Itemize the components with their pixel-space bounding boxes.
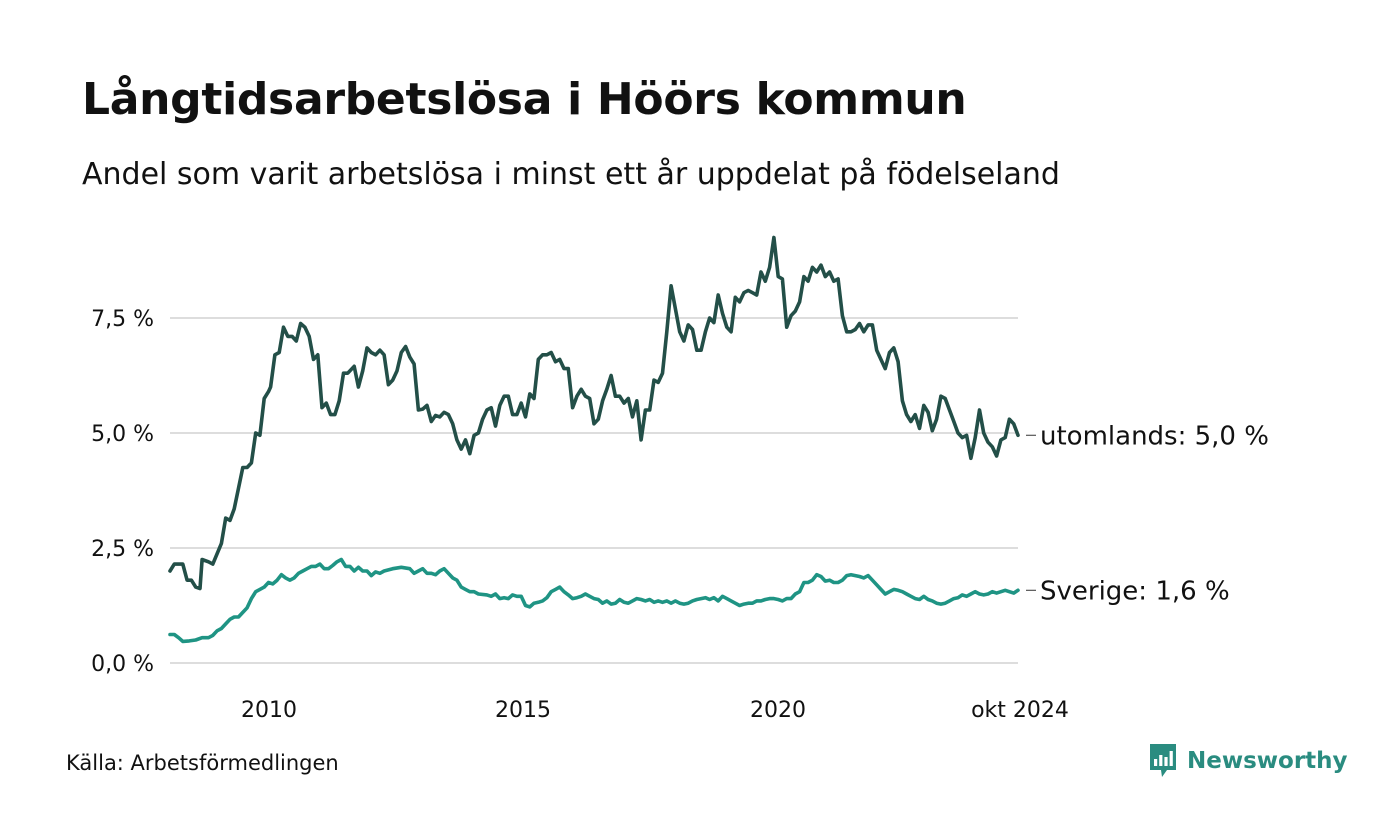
- y-tick-label: 5,0 %: [91, 422, 154, 447]
- newsworthy-logo-icon: [1150, 744, 1176, 777]
- source-note: Källa: Arbetsförmedlingen: [66, 751, 339, 775]
- series-line-utomlands: [168, 235, 1020, 591]
- x-tick-label: okt 2024: [971, 698, 1069, 723]
- series-lines: [168, 235, 1020, 644]
- brand-logo: Newsworthy: [1148, 742, 1348, 780]
- series-end-label: utomlands: 5,0 %: [1040, 421, 1269, 451]
- chart-subtitle: Andel som varit arbetslösa i minst ett å…: [82, 157, 1060, 192]
- series-end-labels: utomlands: 5,0 % Sverige: 1,6 %: [1026, 421, 1269, 606]
- series-end-label: Sverige: 1,6 %: [1040, 576, 1230, 606]
- y-tick-label: 2,5 %: [91, 537, 154, 562]
- y-tick-label: 0,0 %: [91, 652, 154, 677]
- series-line-sverige: [168, 557, 1020, 644]
- x-tick-label: 2015: [495, 698, 551, 723]
- chart-title: Långtidsarbetslösa i Höörs kommun: [82, 74, 967, 125]
- x-tick-label: 2020: [750, 698, 806, 723]
- y-tick-label: 7,5 %: [91, 307, 154, 332]
- x-axis-tick-labels: 2010 2015 2020 okt 2024: [241, 698, 1069, 723]
- brand-name: Newsworthy: [1187, 748, 1348, 774]
- x-tick-label: 2010: [241, 698, 297, 723]
- gridlines: [170, 317, 1018, 664]
- y-axis-tick-labels: 0,0 % 2,5 % 5,0 % 7,5 %: [91, 307, 154, 677]
